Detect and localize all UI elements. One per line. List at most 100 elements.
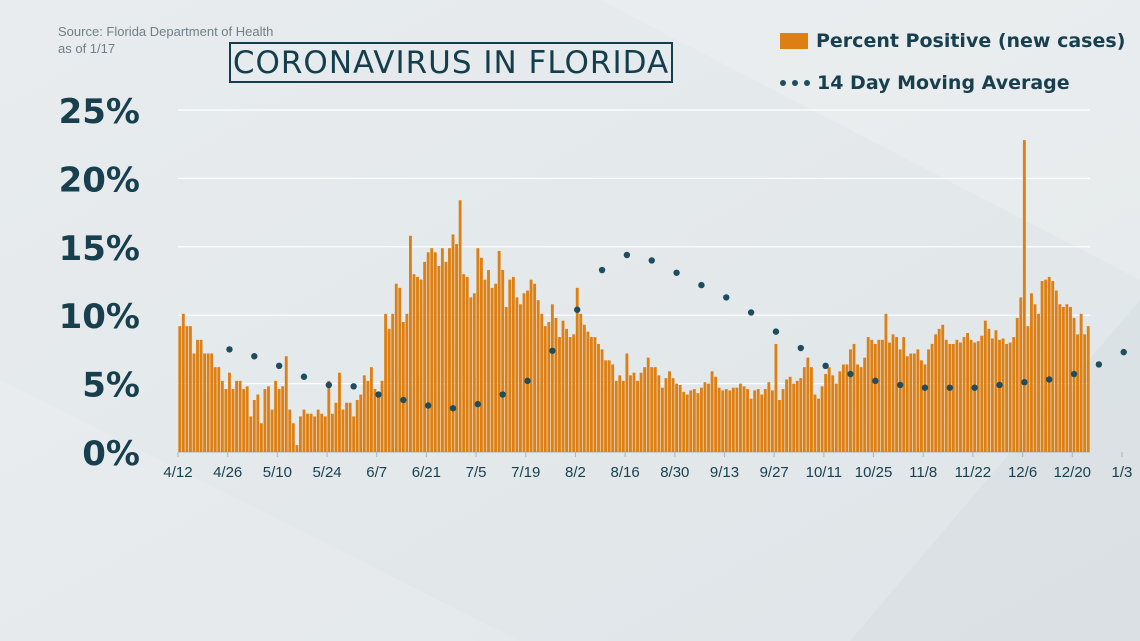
bar — [426, 252, 430, 452]
bar — [522, 293, 526, 452]
moving-average-point — [822, 362, 829, 370]
bar — [519, 304, 522, 452]
moving-average-point — [698, 281, 705, 289]
bar — [210, 353, 214, 452]
bar — [1022, 140, 1026, 452]
bar — [611, 364, 615, 452]
bar — [561, 320, 565, 452]
x-tick-label: 6/7 — [366, 464, 387, 481]
moving-average-point — [896, 381, 904, 389]
bar — [526, 290, 529, 452]
bar — [717, 387, 721, 452]
bar — [813, 394, 817, 452]
bar — [529, 279, 533, 452]
moving-average-point — [1120, 348, 1127, 356]
moving-average-point — [549, 347, 556, 354]
bar — [699, 387, 703, 452]
bar — [614, 380, 618, 452]
bar — [845, 364, 849, 452]
x-tick-label: 12/20 — [1053, 464, 1091, 481]
source-note: Source: Florida Department of Health as … — [58, 23, 273, 57]
x-tick-label: 8/30 — [660, 464, 689, 481]
bar — [707, 383, 710, 452]
moving-average-point — [275, 362, 283, 370]
bar — [884, 313, 888, 452]
bar — [714, 376, 718, 452]
chart-title: CORONAVIRUS IN FLORIDA — [229, 42, 673, 83]
bar — [575, 287, 579, 452]
x-tick-label: 12/6 — [1008, 464, 1037, 481]
bar — [1019, 297, 1023, 452]
bar — [685, 394, 689, 452]
moving-average-point — [251, 353, 258, 360]
bar — [440, 248, 444, 452]
moving-average-point — [226, 346, 233, 353]
bar — [728, 390, 732, 452]
bar — [451, 234, 455, 452]
bar — [678, 384, 682, 452]
bar — [391, 313, 395, 452]
bar — [739, 383, 742, 452]
bar — [664, 378, 668, 452]
bar — [646, 357, 650, 452]
moving-average-point — [723, 294, 730, 301]
bar — [689, 390, 693, 452]
bar — [920, 360, 923, 452]
moving-average-point — [648, 257, 655, 264]
bar — [966, 332, 969, 452]
bar — [998, 339, 1001, 452]
x-tick-label: 1/3 — [1112, 464, 1133, 481]
bar — [863, 357, 867, 452]
legend-item-percent-positive: Percent Positive (new cases) — [780, 28, 1125, 54]
bar — [267, 386, 270, 452]
bar — [220, 380, 224, 452]
bar — [327, 380, 331, 452]
bar — [731, 387, 735, 452]
bar — [547, 322, 551, 452]
bar — [515, 297, 519, 452]
bar — [1058, 304, 1062, 452]
x-tick-label: 8/16 — [611, 464, 640, 481]
bar — [916, 349, 920, 452]
bar — [618, 375, 622, 452]
bar — [877, 339, 881, 452]
bar — [941, 324, 945, 452]
bar — [387, 328, 391, 452]
bar — [384, 313, 388, 452]
bar — [1069, 306, 1072, 452]
bar — [834, 383, 838, 452]
bar — [817, 398, 820, 452]
bar — [799, 378, 803, 452]
bar — [1051, 281, 1055, 452]
legend-label-moving-average: 14 Day Moving Average — [817, 72, 1070, 94]
moving-average-point — [400, 396, 407, 404]
bar — [330, 413, 334, 452]
bar — [593, 337, 597, 452]
bar — [891, 334, 895, 452]
bar — [469, 297, 473, 452]
bar — [306, 413, 309, 452]
bar — [231, 389, 235, 452]
bar — [366, 380, 370, 452]
bar — [696, 393, 700, 452]
bar — [767, 382, 771, 452]
x-axis-ticks: 4/12 4/26 5/10 5/24 6/7 6/21 7/5 7/19 8/2 8/16 8/3… — [163, 452, 1132, 481]
bar — [1061, 306, 1065, 452]
x-tick-label: 4/26 — [213, 464, 242, 481]
bar — [895, 337, 899, 452]
bar — [824, 374, 828, 452]
x-tick-label: 6/21 — [412, 464, 441, 481]
bar — [827, 367, 831, 452]
moving-average-point — [921, 384, 929, 391]
bar — [831, 375, 835, 452]
bar — [462, 274, 466, 452]
bar — [465, 276, 469, 452]
bar — [724, 389, 728, 452]
bar — [721, 390, 725, 452]
bar — [1079, 313, 1083, 452]
bar — [653, 367, 657, 452]
bar — [458, 200, 462, 452]
moving-average-point — [747, 309, 755, 316]
bar — [338, 372, 341, 452]
